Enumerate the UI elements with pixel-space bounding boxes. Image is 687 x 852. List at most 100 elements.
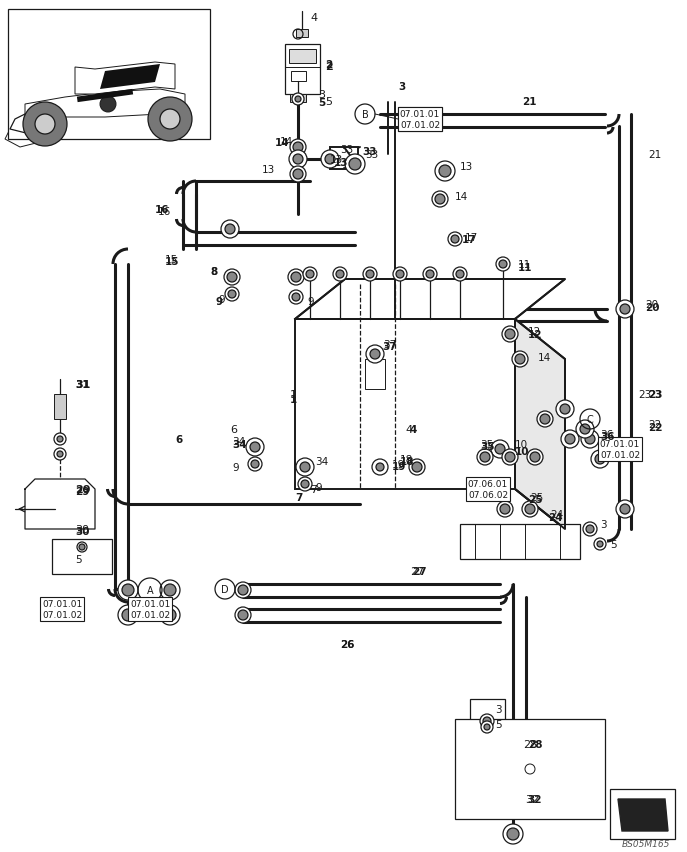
Circle shape [291, 273, 301, 283]
Text: 8: 8 [210, 267, 216, 277]
Circle shape [409, 459, 425, 475]
Text: 07.06.01
07.06.02: 07.06.01 07.06.02 [468, 480, 508, 499]
Circle shape [505, 330, 515, 340]
Text: 14: 14 [538, 353, 551, 363]
Circle shape [366, 346, 384, 364]
Circle shape [289, 291, 303, 305]
Circle shape [480, 714, 494, 728]
Circle shape [246, 439, 264, 457]
Circle shape [448, 233, 462, 247]
Circle shape [160, 605, 180, 625]
Text: 33: 33 [365, 150, 379, 160]
Text: 3: 3 [318, 90, 325, 100]
Text: 16: 16 [158, 207, 171, 216]
Circle shape [290, 140, 306, 156]
Text: B: B [361, 110, 368, 120]
Circle shape [497, 502, 513, 517]
Text: 07.01.01
07.01.02: 07.01.01 07.01.02 [130, 600, 170, 619]
Circle shape [585, 435, 595, 445]
Bar [455, 719, 605, 819]
Text: 5: 5 [325, 97, 332, 106]
Circle shape [515, 354, 525, 365]
Text: 13: 13 [262, 164, 275, 175]
Text: 7: 7 [310, 485, 317, 494]
Circle shape [477, 450, 493, 465]
Text: 25: 25 [528, 494, 543, 504]
Text: 29: 29 [75, 486, 89, 497]
Bar [330, 148, 358, 170]
Circle shape [583, 522, 597, 537]
Bar [610, 789, 675, 839]
Circle shape [122, 609, 134, 621]
Circle shape [292, 294, 300, 302]
Text: 8: 8 [210, 267, 217, 277]
Text: 28: 28 [528, 740, 543, 749]
Text: 27: 27 [410, 567, 425, 576]
Circle shape [502, 326, 518, 343]
Text: 18: 18 [400, 457, 414, 466]
Circle shape [238, 610, 248, 620]
Polygon shape [515, 320, 565, 529]
Circle shape [426, 271, 434, 279]
Text: 28: 28 [523, 740, 537, 749]
Circle shape [580, 424, 590, 435]
Circle shape [505, 452, 515, 463]
Bar [52, 539, 112, 574]
Circle shape [620, 504, 630, 515]
Text: 3: 3 [495, 704, 502, 714]
Circle shape [118, 580, 138, 601]
Text: 9: 9 [218, 295, 225, 305]
Bar [54, 394, 66, 419]
Circle shape [333, 268, 347, 282]
Text: 30: 30 [75, 524, 89, 534]
Circle shape [164, 609, 176, 621]
Circle shape [540, 415, 550, 424]
Circle shape [251, 460, 259, 469]
Text: 17: 17 [462, 234, 477, 245]
Text: 5: 5 [318, 98, 325, 108]
Circle shape [556, 400, 574, 418]
Text: 14: 14 [275, 138, 290, 148]
Text: 15: 15 [165, 256, 179, 267]
Circle shape [525, 504, 535, 515]
Text: D: D [221, 584, 229, 595]
Circle shape [496, 257, 510, 272]
Circle shape [503, 824, 523, 844]
Polygon shape [100, 65, 160, 90]
Text: 20: 20 [645, 300, 658, 309]
Circle shape [224, 270, 240, 285]
Text: 9: 9 [315, 482, 322, 492]
Bar [470, 699, 505, 721]
Text: 20: 20 [645, 302, 660, 313]
Text: 07.01.01
07.01.02: 07.01.01 07.01.02 [600, 440, 640, 459]
Text: 6: 6 [175, 435, 182, 445]
Circle shape [221, 221, 239, 239]
Text: 24: 24 [548, 512, 563, 522]
Text: 33: 33 [340, 145, 353, 155]
Circle shape [248, 458, 262, 471]
Circle shape [228, 291, 236, 299]
Circle shape [57, 452, 63, 458]
Circle shape [393, 268, 407, 282]
Polygon shape [75, 63, 175, 95]
Circle shape [376, 463, 384, 471]
Text: 12: 12 [528, 330, 543, 340]
Circle shape [507, 828, 519, 840]
Circle shape [295, 97, 301, 103]
Text: 30: 30 [75, 527, 89, 537]
Circle shape [298, 477, 312, 492]
Text: 14: 14 [342, 160, 355, 170]
Text: 36: 36 [600, 429, 613, 440]
Bar [8, 10, 210, 140]
Text: 23: 23 [648, 389, 662, 400]
Circle shape [522, 502, 538, 517]
Circle shape [491, 440, 509, 458]
Text: C: C [587, 415, 594, 424]
Text: 23: 23 [648, 389, 662, 400]
Text: 13: 13 [334, 158, 348, 168]
Circle shape [345, 155, 365, 175]
Text: 1: 1 [290, 394, 297, 405]
Text: 36: 36 [600, 431, 614, 441]
Text: 37: 37 [382, 342, 396, 352]
Circle shape [235, 607, 251, 624]
